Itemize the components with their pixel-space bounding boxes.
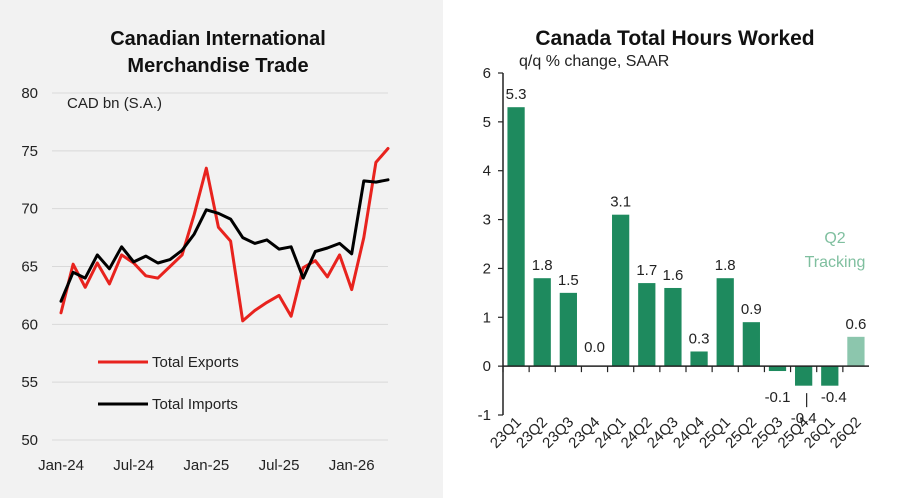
hours-bar-chart: Canada Total Hours Worked q/q % change, … [478,27,869,452]
hours-bar-23Q1 [507,107,525,367]
trade-series-line-total-imports [59,178,390,303]
hours-y-tick-label: 3 [483,212,491,229]
hours-value-label: -0.1 [765,389,791,406]
hours-bar-23Q3 [559,292,577,367]
hours-value-label: 5.3 [506,86,527,103]
hours-chart-panel: Canada Total Hours Worked q/q % change, … [443,0,900,498]
hours-bar-26Q1 [821,366,839,386]
hours-value-label: 0.6 [845,316,866,333]
hours-bar-24Q2 [638,283,656,367]
trade-x-tick-label: Jul-25 [259,457,300,474]
trade-y-tick-label: 80 [21,85,38,102]
trade-chart-panel: Canadian International Merchandise Trade… [0,0,443,498]
trade-x-tick-label: Jan-26 [329,457,375,474]
hours-y-tick-label: 0 [483,358,491,375]
hours-y-tick-labels: -1 0 1 2 3 4 5 6 [478,65,491,424]
hours-chart-title: Canada Total Hours Worked [535,27,814,50]
hours-y-tick-label: 1 [483,309,491,326]
legend-label: Total Exports [152,354,239,371]
trade-y-tick-label: 50 [21,432,38,449]
hours-value-label: -0.4 [791,410,817,427]
hours-y-tick-label: 4 [483,163,491,180]
trade-x-tick-label: Jan-24 [38,457,84,474]
hours-bar-25Q1 [716,278,734,367]
trade-unit-label: CAD bn (S.A.) [67,95,162,112]
legend-label: Total Imports [152,396,238,413]
tracking-annotation-line1: Q2 [824,230,845,247]
hours-value-label: 1.7 [636,262,657,279]
hours-x-tick-label: 26Q2 [827,414,865,452]
hours-value-label: 3.1 [610,194,631,211]
hours-chart-subtitle: q/q % change, SAAR [519,53,669,70]
hours-value-labels: 5.31.81.50.03.11.7 1.60.31.80.9-0.1-0.4-0… [506,86,867,427]
hours-value-label: 1.8 [532,257,553,274]
trade-line-chart: Canadian International Merchandise Trade… [21,28,390,474]
trade-y-tick-label: 70 [21,201,38,218]
tracking-annotation-line2: Tracking [805,254,866,271]
trade-legend: Total Exports Total Imports [98,354,239,413]
hours-bar-24Q4 [690,351,708,367]
hours-bar-25Q3 [768,366,787,372]
trade-y-tick-label: 60 [21,316,38,333]
trade-series-lines [59,147,390,323]
hours-bar-23Q2 [533,278,551,367]
trade-x-tick-label: Jan-25 [183,457,229,474]
hours-y-tick-label: 5 [483,114,491,131]
trade-gridlines [52,92,388,441]
hours-y-tick-label: 2 [483,260,491,277]
hours-bar-25Q4 [795,366,813,386]
trade-y-tick-label: 75 [21,143,38,160]
trade-chart-title-line1: Canadian International [110,28,326,50]
hours-value-label: 1.6 [662,267,683,284]
hours-axes [498,72,869,416]
hours-y-tick-label: 6 [483,65,491,82]
trade-chart-title-line2: Merchandise Trade [127,55,308,77]
hours-value-label: 0.3 [689,330,710,347]
trade-y-tick-labels: 50 55 60 65 70 75 80 [21,85,38,449]
hours-value-label: 1.5 [558,272,579,289]
trade-y-tick-label: 55 [21,374,38,391]
hours-value-label: 0.0 [584,339,605,356]
trade-x-tick-label: Jul-24 [113,457,154,474]
trade-y-tick-label: 65 [21,259,38,276]
hours-value-label: -0.4 [821,389,847,406]
hours-bars [507,107,865,386]
hours-bar-26Q2 [847,336,865,367]
hours-bar-24Q1 [612,214,630,367]
trade-x-tick-labels: Jan-24 Jul-24 Jan-25 Jul-25 Jan-26 [38,457,375,474]
hours-value-label: 0.9 [741,301,762,318]
hours-value-label: 1.8 [715,257,736,274]
hours-bar-24Q3 [664,287,682,367]
hours-bar-25Q2 [742,322,760,367]
trade-series-line-total-exports [59,147,390,323]
hours-y-tick-label: -1 [478,407,491,424]
